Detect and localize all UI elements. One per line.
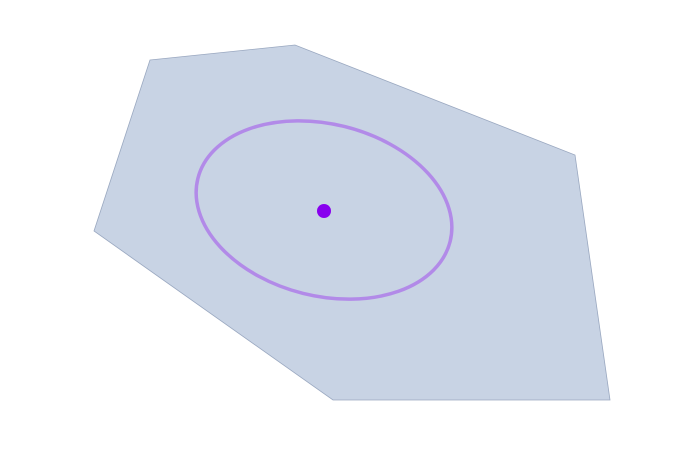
center-point <box>317 204 331 218</box>
hexagon-region <box>93 44 611 401</box>
ellipse-outline <box>194 119 454 301</box>
